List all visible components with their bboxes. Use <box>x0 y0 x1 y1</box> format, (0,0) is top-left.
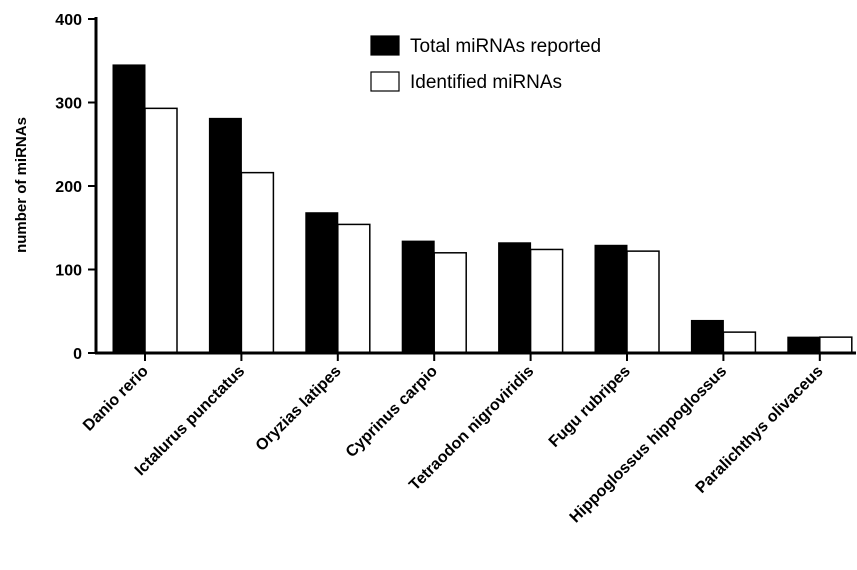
bar-total-3 <box>305 212 339 354</box>
x-category-label: Hippoglossus hippoglossus <box>567 363 731 527</box>
bar-total-2 <box>208 117 242 354</box>
bar-total-8 <box>787 336 821 354</box>
bar-identified-4 <box>433 252 467 354</box>
bar-identified-8 <box>819 336 853 354</box>
legend-swatch <box>370 71 400 92</box>
bar-identified-7 <box>722 331 757 354</box>
y-axis-ticks: 0 100 200 300 400 <box>55 12 96 363</box>
legend-swatch <box>370 35 400 56</box>
y-tick-label: 400 <box>55 12 82 29</box>
bar-total-1 <box>112 64 146 354</box>
legend-label: Total miRNAs reported <box>410 36 601 57</box>
legend-label: Identified miRNAs <box>410 72 562 93</box>
x-category-label: Cyprinus carpio <box>343 363 441 461</box>
x-category-label: Ictalurus punctatus <box>132 363 248 479</box>
bar-identified-1 <box>144 107 178 354</box>
x-category-label: Fugu rubripes <box>546 363 634 451</box>
bar-total-6 <box>594 244 628 354</box>
bar-identified-3 <box>337 223 371 354</box>
x-category-label: Danio rerio <box>80 363 152 435</box>
legend: Total miRNAs reported Identified miRNAs <box>370 35 601 93</box>
y-tick-label: 300 <box>55 96 82 113</box>
bar-total-4 <box>401 240 435 354</box>
bars-group <box>112 64 853 354</box>
y-tick-label: 0 <box>73 346 82 363</box>
bar-identified-6 <box>626 250 660 354</box>
x-category-label: Oryzias latipes <box>253 363 345 455</box>
bar-identified-2 <box>240 171 275 354</box>
bar-identified-5 <box>529 248 564 354</box>
bar-total-7 <box>690 319 724 354</box>
bar-total-5 <box>498 242 532 354</box>
y-tick-label: 200 <box>55 179 82 196</box>
y-tick-label: 100 <box>55 263 82 280</box>
y-axis-title: number of miRNAs <box>13 117 30 253</box>
